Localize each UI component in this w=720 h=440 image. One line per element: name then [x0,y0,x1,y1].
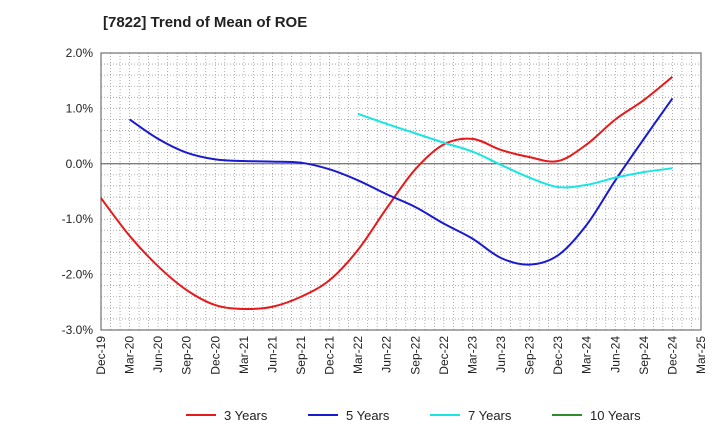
legend-label-7-years: 7 Years [468,408,512,423]
y-tick-label: -1.0% [62,212,94,226]
x-tick-label: Dec-23 [551,336,565,375]
y-tick-label: -3.0% [62,323,94,337]
series-line-7-years [357,112,673,189]
x-tick-label: Dec-22 [437,336,451,375]
x-tick-label: Mar-21 [237,336,251,374]
x-tick-label: Sep-23 [523,336,537,375]
x-tick-label: Dec-24 [665,336,679,375]
x-tick-label: Dec-21 [323,336,337,375]
x-tick-label: Sep-22 [408,336,422,375]
x-tick-label: Mar-23 [465,336,479,374]
x-tick-label: Mar-22 [351,336,365,374]
x-tick-label: Jun-22 [380,336,394,373]
axes: 2.0% 1.0% 0.0% -1.0% -2.0% -3.0%Dec-19 Mar-20 J… [62,46,708,375]
series-lines [100,76,674,311]
x-tick-label: Jun-24 [608,336,622,373]
x-tick-label: Dec-19 [94,336,108,375]
legend: 3 Years 5 Years 7 Years 10 Years [186,408,641,423]
x-tick-label: Jun-20 [151,336,165,373]
x-tick-label: Mar-25 [694,336,708,374]
legend-label-5-years: 5 Years [346,408,390,423]
x-tick-label: Sep-20 [180,336,194,375]
x-tick-label: Sep-21 [294,336,308,375]
y-tick-label: 2.0% [66,46,94,60]
legend-label-10-years: 10 Years [590,408,641,423]
x-tick-label: Mar-20 [123,336,137,374]
series-line-3-years [100,76,674,311]
x-tick-label: Jun-21 [265,336,279,373]
y-tick-label: 1.0% [66,101,94,115]
chart-title: [7822] Trend of Mean of ROE [103,14,308,31]
x-tick-label: Dec-20 [208,336,222,375]
x-tick-label: Jun-23 [494,336,508,373]
x-tick-label: Mar-24 [580,336,594,374]
legend-label-3-years: 3 Years [224,408,268,423]
grid [100,52,702,331]
x-tick-label: Sep-24 [637,336,651,375]
y-tick-label: -2.0% [62,268,94,282]
series-line-5-years [129,97,674,266]
y-tick-label: 0.0% [66,157,94,171]
plot-border [100,52,702,331]
